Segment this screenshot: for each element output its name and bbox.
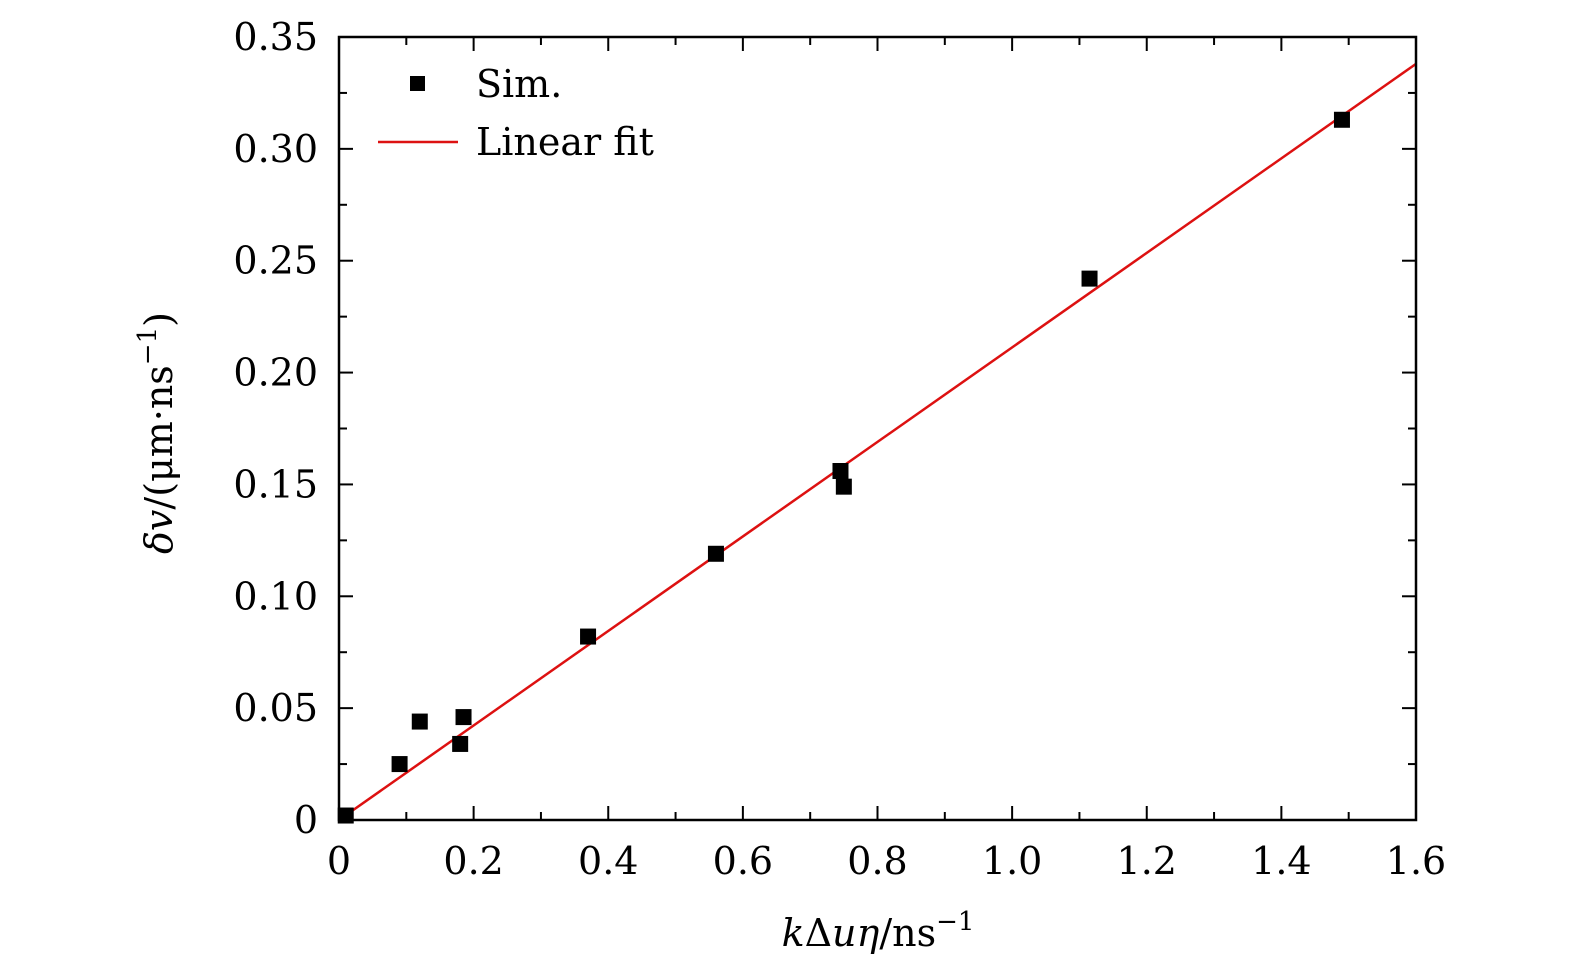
- tick-labels: 0 0.2 0.4 0.6 0.8 1.0 1.2 1.4 1.6 0 0.05 0.10 0.15 0.…: [233, 15, 1446, 883]
- data-point: [832, 463, 849, 480]
- x-tick-label: 0.4: [578, 839, 638, 883]
- y-tick-label: 0: [294, 798, 318, 842]
- x-tick-label: 0: [327, 839, 351, 883]
- legend-label-fit: Linear fit: [476, 120, 654, 164]
- legend: Sim. Linear fit: [378, 62, 654, 164]
- legend-marker-sim: [410, 76, 425, 91]
- data-point: [580, 628, 597, 645]
- data-point: [411, 713, 428, 730]
- y-tick-label: 0.30: [233, 127, 318, 171]
- x-axis-title: kΔuη/ns−1: [782, 907, 975, 955]
- data-point: [835, 478, 852, 495]
- x-tick-label: 0.8: [847, 839, 907, 883]
- data-point: [391, 756, 408, 773]
- axis-ticks: [338, 36, 1417, 821]
- x-tick-label: 1.6: [1386, 839, 1446, 883]
- y-tick-label: 0.20: [233, 351, 318, 395]
- y-tick-label: 0.05: [233, 686, 318, 730]
- y-tick-label: 0.15: [233, 462, 318, 506]
- y-axis-title: δv/(μm·ns−1): [133, 312, 181, 554]
- x-tick-label: 1.0: [982, 839, 1042, 883]
- data-point: [1333, 111, 1350, 128]
- data-point: [452, 735, 469, 752]
- x-tick-label: 0.2: [443, 839, 503, 883]
- y-tick-label: 0.25: [233, 239, 318, 283]
- legend-label-sim: Sim.: [476, 62, 562, 106]
- x-tick-label: 1.4: [1251, 839, 1311, 883]
- data-point: [455, 709, 472, 726]
- y-tick-label: 0.35: [233, 15, 318, 59]
- data-point: [707, 545, 724, 562]
- plot-content: [337, 62, 1417, 824]
- x-tick-label: 1.2: [1117, 839, 1177, 883]
- y-tick-label: 0.10: [233, 574, 318, 618]
- data-point: [1081, 270, 1098, 287]
- fit-line: [338, 62, 1417, 822]
- x-tick-label: 0.6: [713, 839, 773, 883]
